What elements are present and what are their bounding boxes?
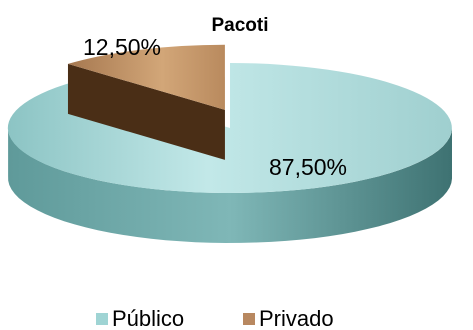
chart-title: Pacoti bbox=[211, 15, 268, 36]
legend-label-0: Público bbox=[112, 306, 184, 330]
legend-label-1: Privado bbox=[259, 306, 334, 330]
legend-swatch-0 bbox=[96, 313, 108, 325]
pie-slices bbox=[7, 44, 452, 243]
data-label-0: 87,50% bbox=[269, 154, 347, 180]
data-labels: 87,50% 12,50% bbox=[83, 34, 347, 180]
legend-item-1: Privado bbox=[243, 306, 334, 330]
legend-item-0: Público bbox=[96, 306, 184, 330]
legend: Público Privado bbox=[96, 306, 334, 330]
slice-1 bbox=[67, 44, 225, 160]
data-label-1: 12,50% bbox=[83, 34, 161, 60]
legend-swatch-1 bbox=[243, 313, 255, 325]
slice-top-1 bbox=[68, 44, 225, 110]
slice-face-1 bbox=[67, 63, 225, 160]
slice-side-0 bbox=[8, 126, 452, 243]
